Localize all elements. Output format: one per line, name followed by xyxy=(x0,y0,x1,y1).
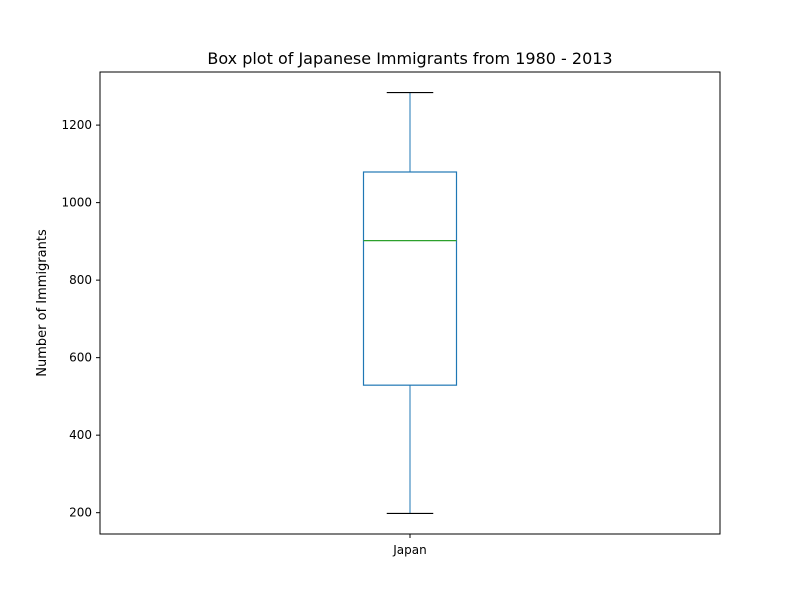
y-tick-label: 800 xyxy=(69,273,92,287)
y-tick-label: 400 xyxy=(69,428,92,442)
y-tick-label: 600 xyxy=(69,351,92,365)
x-tick-label: Japan xyxy=(392,543,426,557)
box-iqr xyxy=(362,171,458,386)
y-axis-label: Number of Immigrants xyxy=(35,229,50,377)
plot-area: 200 400 600 800 1000 1200 Japan xyxy=(61,71,721,557)
y-tick-label: 1000 xyxy=(61,196,92,210)
chart-title: Box plot of Japanese Immigrants from 198… xyxy=(207,49,612,68)
y-tick-label: 200 xyxy=(69,506,92,520)
y-tick-label: 1200 xyxy=(61,118,92,132)
